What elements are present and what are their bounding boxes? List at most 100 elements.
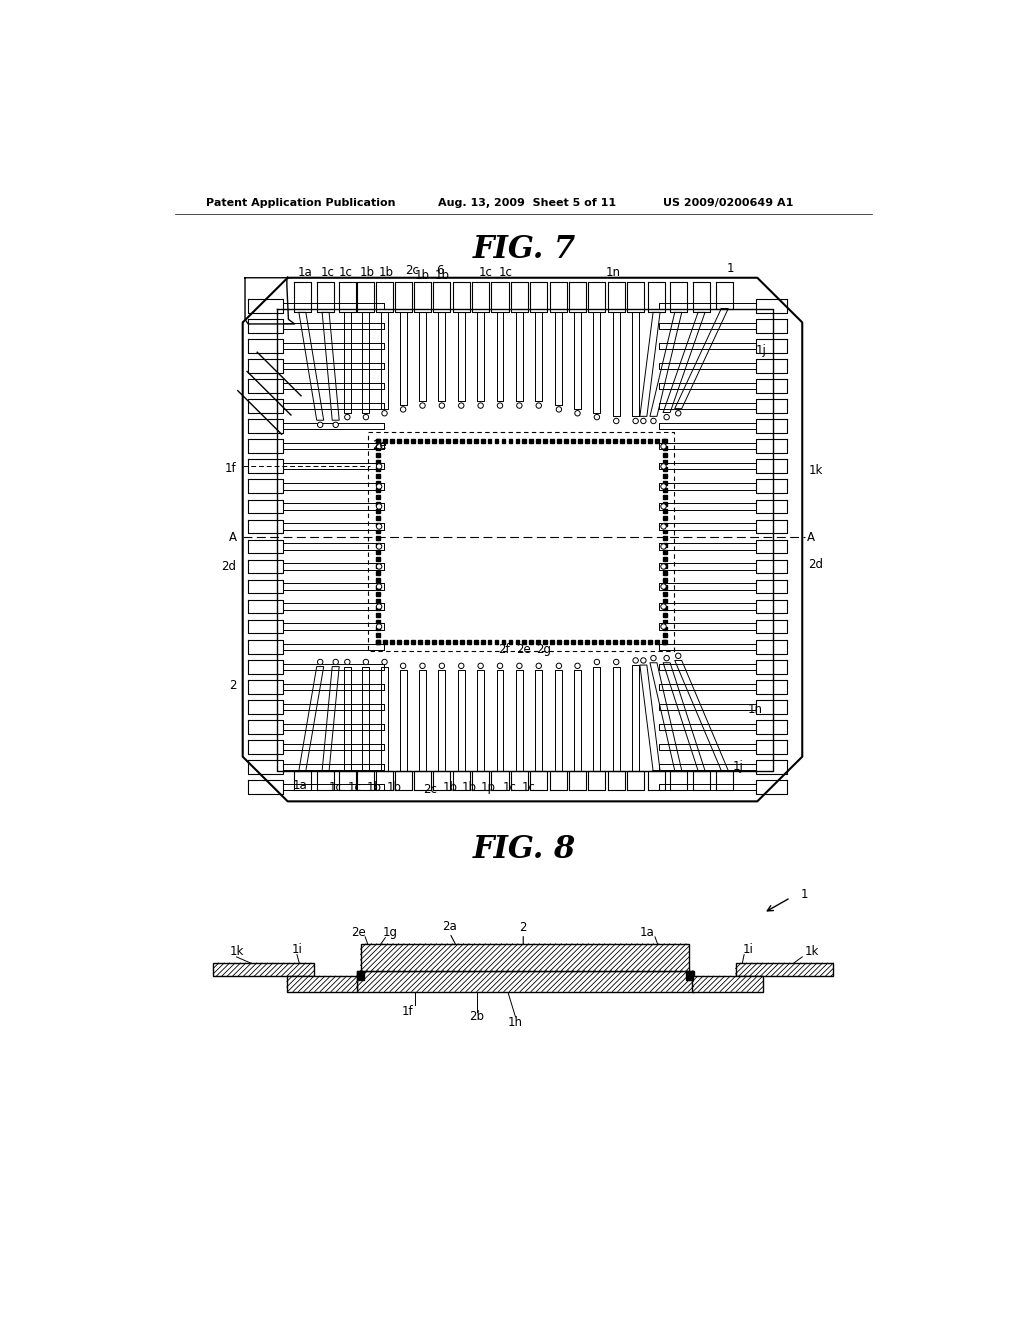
Circle shape	[660, 483, 667, 490]
Polygon shape	[283, 564, 384, 570]
Bar	[390, 440, 394, 444]
Circle shape	[345, 659, 350, 665]
Bar	[663, 564, 667, 568]
Polygon shape	[612, 667, 620, 771]
Polygon shape	[497, 671, 504, 771]
Bar	[606, 440, 610, 444]
Circle shape	[536, 663, 542, 668]
Bar	[663, 440, 667, 444]
Circle shape	[377, 544, 382, 549]
Bar	[663, 446, 667, 450]
Text: 1f: 1f	[401, 1005, 413, 1018]
Bar	[376, 572, 380, 576]
Text: 1c: 1c	[347, 781, 361, 795]
Polygon shape	[248, 560, 283, 573]
Circle shape	[676, 653, 681, 659]
Bar	[663, 599, 667, 603]
Polygon shape	[756, 599, 786, 614]
Polygon shape	[756, 379, 786, 393]
Polygon shape	[283, 363, 384, 370]
Bar	[376, 634, 380, 638]
Circle shape	[377, 583, 382, 589]
Polygon shape	[569, 281, 586, 313]
Polygon shape	[658, 343, 756, 350]
Bar	[537, 440, 541, 444]
Bar	[634, 640, 638, 644]
Bar	[557, 440, 561, 444]
Polygon shape	[283, 404, 384, 409]
Polygon shape	[453, 281, 470, 313]
Text: 1c: 1c	[479, 265, 493, 279]
Polygon shape	[756, 440, 786, 453]
Bar	[376, 446, 380, 450]
Polygon shape	[433, 281, 451, 313]
Circle shape	[459, 663, 464, 668]
Bar	[663, 612, 667, 616]
Circle shape	[660, 504, 667, 510]
Polygon shape	[658, 564, 756, 570]
Text: 2f: 2f	[498, 643, 510, 656]
Bar	[735, 964, 834, 977]
Polygon shape	[323, 667, 339, 771]
Polygon shape	[658, 723, 756, 730]
Polygon shape	[248, 680, 283, 693]
Bar	[438, 440, 442, 444]
Text: A: A	[228, 531, 237, 544]
Circle shape	[377, 624, 382, 630]
Bar	[509, 640, 512, 644]
Polygon shape	[248, 780, 283, 793]
Circle shape	[382, 411, 387, 416]
Polygon shape	[756, 479, 786, 494]
Bar	[376, 502, 380, 506]
Bar	[474, 640, 477, 644]
Polygon shape	[664, 663, 705, 771]
Circle shape	[650, 656, 656, 661]
Polygon shape	[607, 281, 625, 313]
Bar	[544, 640, 547, 644]
Circle shape	[660, 603, 667, 610]
Circle shape	[660, 544, 667, 549]
Polygon shape	[344, 313, 351, 412]
Text: Patent Application Publication: Patent Application Publication	[206, 198, 395, 209]
Polygon shape	[248, 440, 283, 453]
Polygon shape	[640, 665, 660, 771]
Bar	[655, 440, 658, 444]
Bar	[522, 640, 526, 644]
Circle shape	[574, 411, 581, 416]
Text: 1h: 1h	[508, 1016, 523, 1028]
Bar	[663, 461, 667, 465]
Bar	[376, 585, 380, 589]
Bar	[376, 536, 380, 540]
Polygon shape	[323, 313, 339, 420]
Circle shape	[377, 564, 382, 569]
Polygon shape	[458, 313, 465, 401]
Polygon shape	[658, 463, 756, 470]
Bar	[663, 557, 667, 561]
Bar	[376, 453, 380, 457]
Bar	[360, 944, 689, 970]
Bar	[487, 640, 492, 644]
Text: US 2009/0200649 A1: US 2009/0200649 A1	[663, 198, 794, 209]
Polygon shape	[357, 771, 375, 789]
Circle shape	[594, 659, 600, 665]
Text: 2e: 2e	[351, 925, 367, 939]
Polygon shape	[536, 313, 543, 401]
Polygon shape	[399, 671, 407, 771]
Bar	[599, 640, 603, 644]
Polygon shape	[294, 771, 311, 789]
Polygon shape	[516, 313, 523, 401]
Polygon shape	[477, 313, 484, 401]
Text: 1b: 1b	[443, 781, 458, 795]
Bar	[663, 591, 667, 595]
Text: 1c: 1c	[339, 265, 352, 279]
Text: 1n: 1n	[748, 704, 763, 717]
Polygon shape	[394, 281, 412, 313]
Text: 2: 2	[519, 921, 527, 935]
Text: 2b: 2b	[469, 1010, 484, 1023]
Polygon shape	[593, 313, 600, 412]
Text: 1i: 1i	[742, 942, 754, 956]
Polygon shape	[492, 281, 509, 313]
Circle shape	[660, 524, 667, 529]
Bar	[544, 440, 547, 444]
Polygon shape	[248, 420, 283, 433]
